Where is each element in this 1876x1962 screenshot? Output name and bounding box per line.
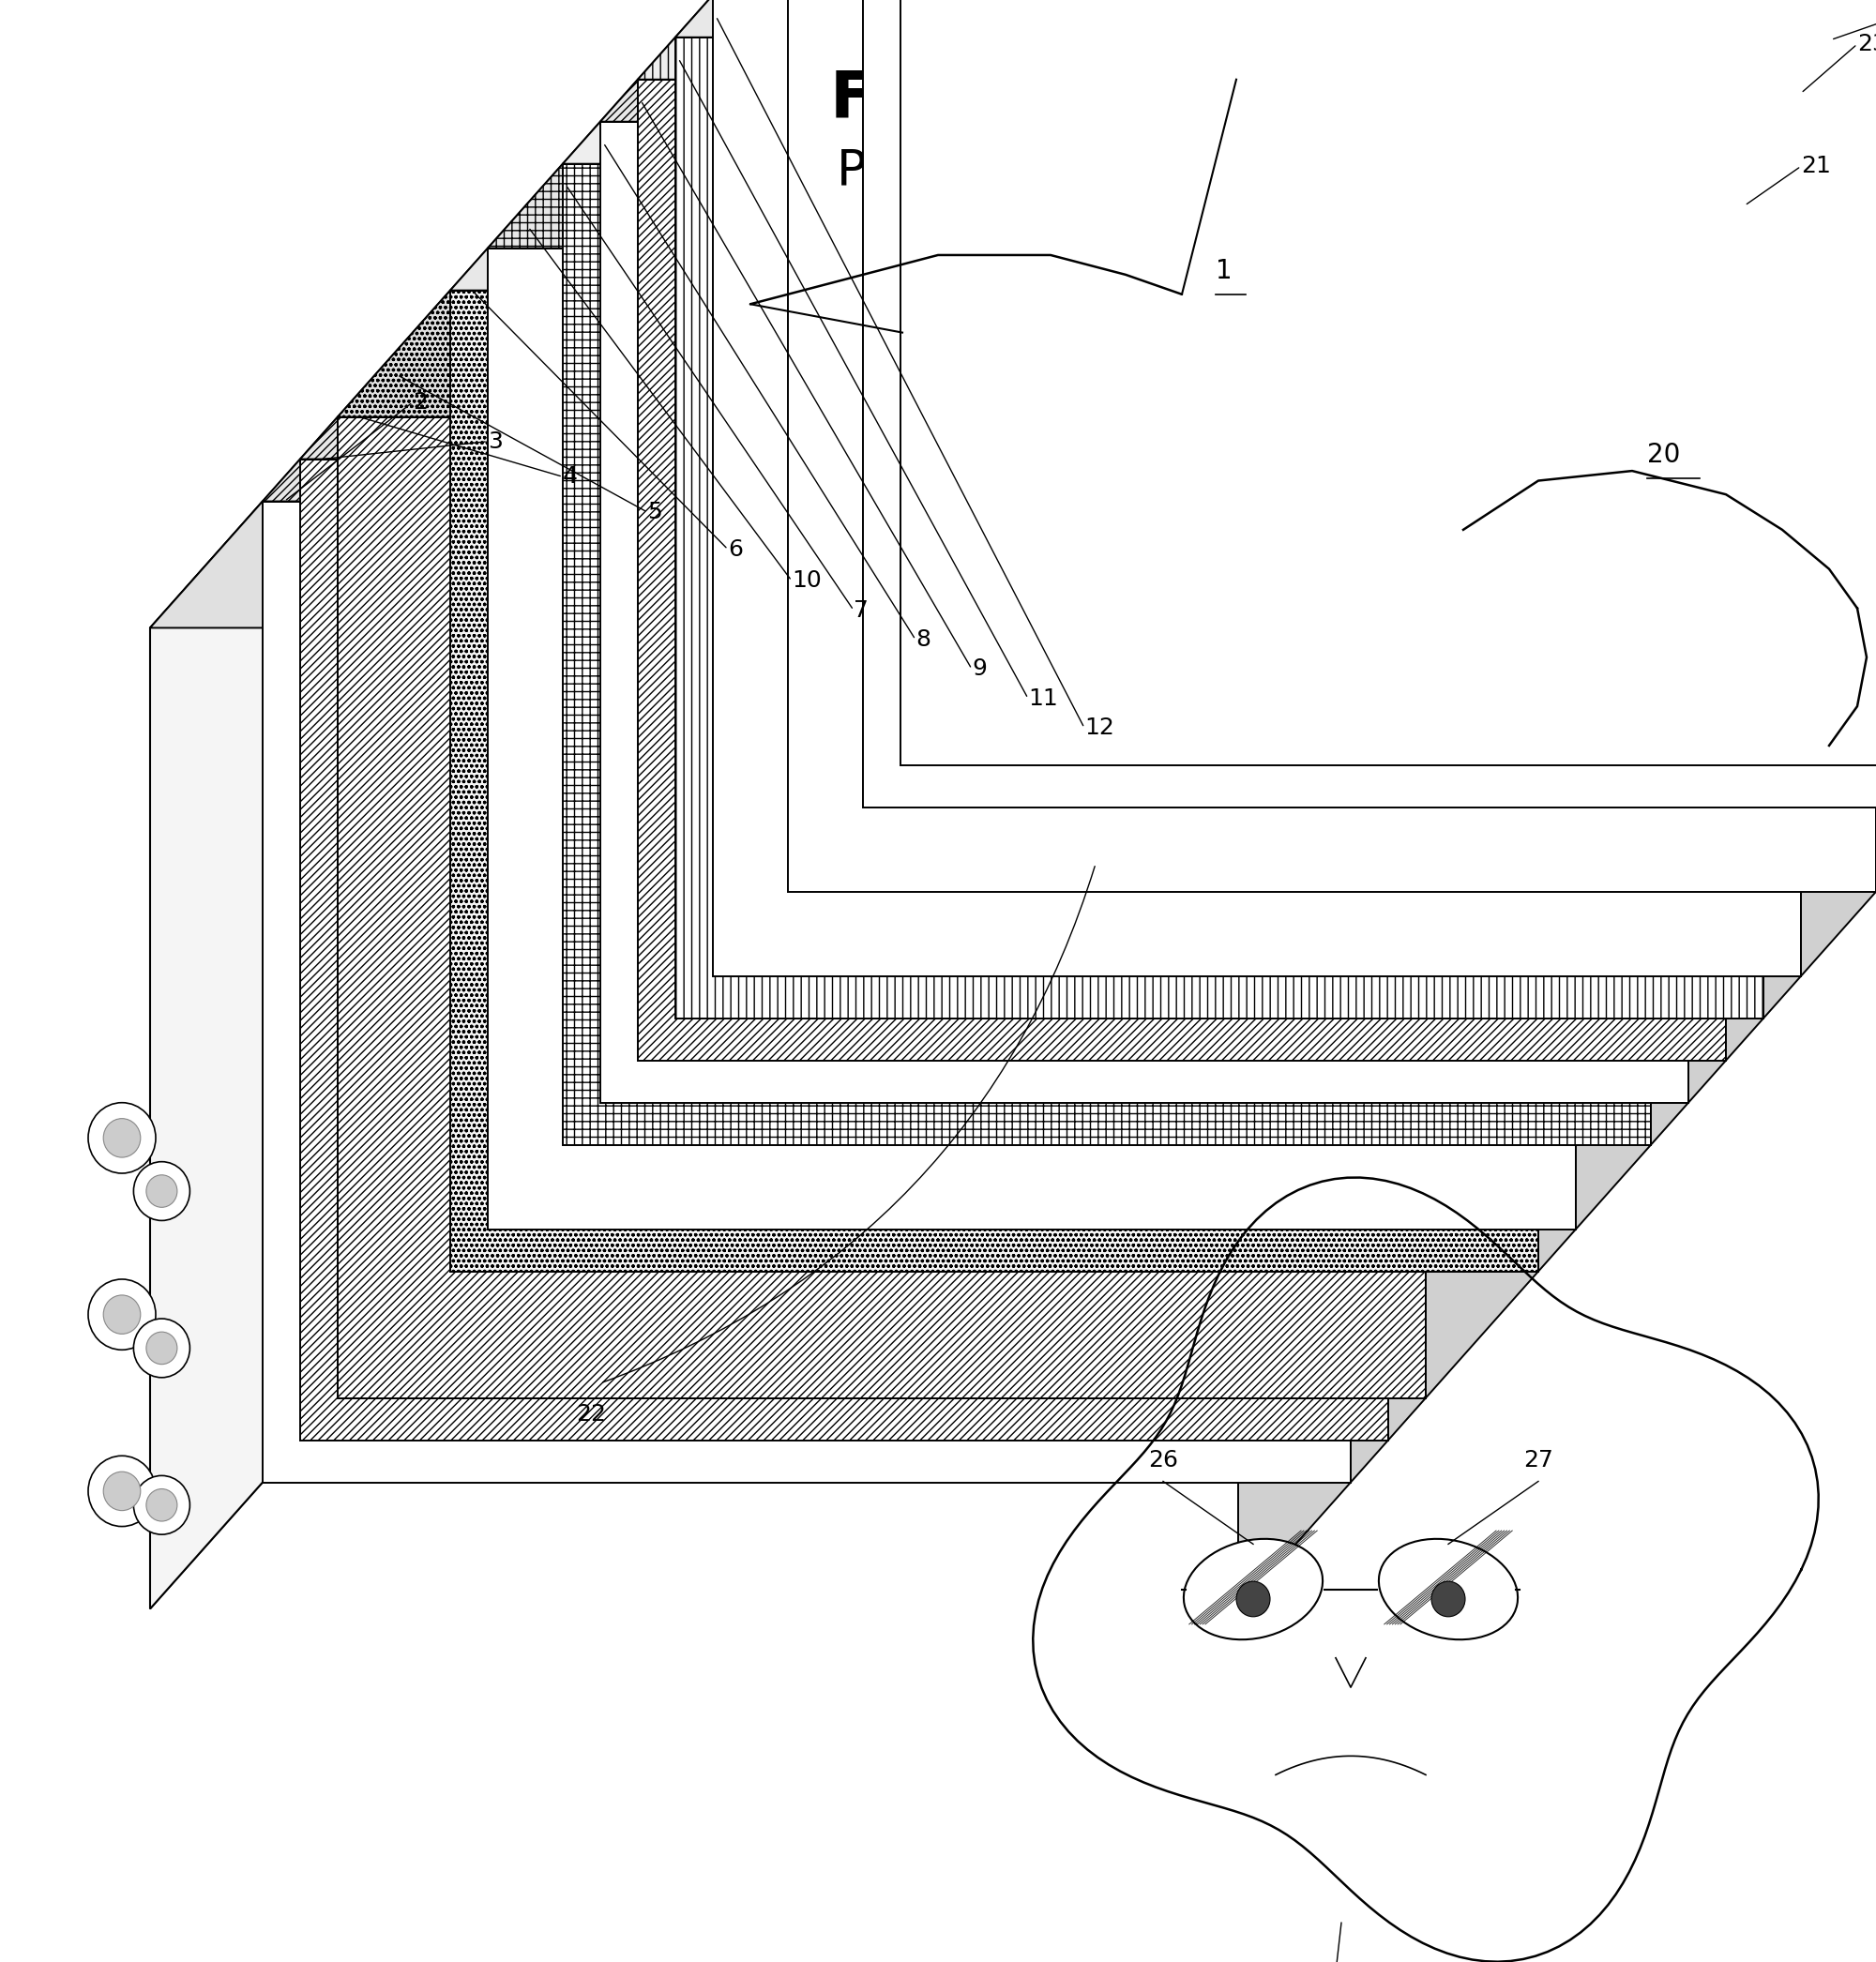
Circle shape xyxy=(133,1162,189,1220)
Polygon shape xyxy=(150,502,263,1609)
Text: 20: 20 xyxy=(1647,441,1681,469)
Text: 22: 22 xyxy=(576,1403,606,1424)
Polygon shape xyxy=(450,249,1576,290)
Polygon shape xyxy=(600,78,1726,122)
Text: 7: 7 xyxy=(854,598,869,622)
Circle shape xyxy=(146,1175,176,1207)
Ellipse shape xyxy=(1379,1538,1518,1640)
Circle shape xyxy=(133,1318,189,1377)
Polygon shape xyxy=(1801,0,1876,977)
Polygon shape xyxy=(1388,418,1426,1440)
Polygon shape xyxy=(638,37,1763,78)
Polygon shape xyxy=(900,0,1876,765)
Text: 8: 8 xyxy=(915,628,930,651)
Ellipse shape xyxy=(1184,1538,1323,1640)
Text: 23: 23 xyxy=(1857,33,1876,55)
Text: 6: 6 xyxy=(728,538,743,561)
Text: 11: 11 xyxy=(1028,687,1058,710)
Polygon shape xyxy=(1538,249,1576,1271)
Circle shape xyxy=(1431,1581,1465,1617)
Polygon shape xyxy=(1238,502,1351,1609)
Polygon shape xyxy=(675,37,1763,1018)
Circle shape xyxy=(1236,1581,1270,1617)
Polygon shape xyxy=(713,0,1801,977)
Polygon shape xyxy=(1763,0,1801,1018)
Text: 9: 9 xyxy=(972,657,987,681)
Text: FIG. 1: FIG. 1 xyxy=(831,69,1045,131)
Polygon shape xyxy=(863,0,1876,808)
Polygon shape xyxy=(488,165,1651,249)
Polygon shape xyxy=(600,122,1688,1103)
Text: 26: 26 xyxy=(1148,1450,1178,1472)
Polygon shape xyxy=(300,418,1426,459)
Text: 1: 1 xyxy=(1216,257,1233,284)
Circle shape xyxy=(146,1489,176,1521)
Text: 12: 12 xyxy=(1084,716,1114,740)
Circle shape xyxy=(88,1103,156,1173)
Circle shape xyxy=(103,1118,141,1158)
Polygon shape xyxy=(1426,290,1538,1397)
Polygon shape xyxy=(263,502,1351,1483)
Circle shape xyxy=(133,1475,189,1534)
Text: 3: 3 xyxy=(488,430,503,453)
Polygon shape xyxy=(1576,165,1651,1228)
Polygon shape xyxy=(638,78,1726,1059)
Circle shape xyxy=(88,1456,156,1526)
Text: 4: 4 xyxy=(563,465,578,489)
Polygon shape xyxy=(563,165,1651,1146)
Polygon shape xyxy=(1651,122,1688,1146)
Text: 27: 27 xyxy=(1523,1450,1553,1472)
Polygon shape xyxy=(300,459,1388,1440)
Polygon shape xyxy=(150,502,1351,628)
Circle shape xyxy=(103,1472,141,1511)
Polygon shape xyxy=(450,290,1538,1271)
Text: 2: 2 xyxy=(413,390,428,414)
Polygon shape xyxy=(338,418,1426,1397)
Circle shape xyxy=(103,1295,141,1334)
Polygon shape xyxy=(563,122,1688,165)
Polygon shape xyxy=(1688,78,1726,1103)
Polygon shape xyxy=(1351,459,1388,1483)
Text: 5: 5 xyxy=(647,500,662,524)
Polygon shape xyxy=(1726,37,1763,1059)
Circle shape xyxy=(146,1332,176,1364)
Polygon shape xyxy=(788,0,1876,891)
Text: 21: 21 xyxy=(1801,155,1831,177)
Text: Prior Art: Prior Art xyxy=(837,147,1039,196)
Polygon shape xyxy=(150,0,900,1609)
Polygon shape xyxy=(488,249,1576,1228)
Polygon shape xyxy=(675,0,1801,37)
Text: 10: 10 xyxy=(792,569,822,593)
Circle shape xyxy=(88,1279,156,1350)
Polygon shape xyxy=(263,459,1388,502)
Polygon shape xyxy=(338,290,1538,418)
